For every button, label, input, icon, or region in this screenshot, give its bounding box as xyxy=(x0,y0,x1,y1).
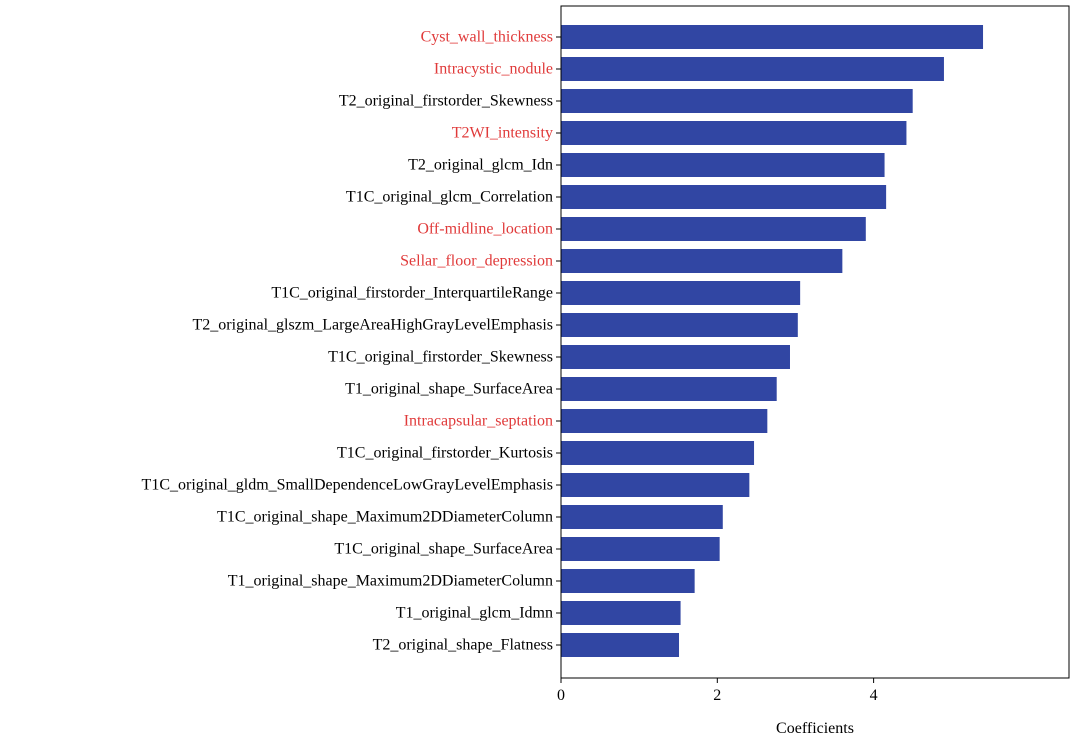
category-label: Off-midline_location xyxy=(417,221,553,238)
category-label: T1C_original_shape_Maximum2DDiameterColu… xyxy=(217,509,553,526)
x-tick-label: 0 xyxy=(557,687,565,704)
category-label: T2_original_glcm_Idn xyxy=(408,157,553,174)
category-label: T1_original_shape_Maximum2DDiameterColum… xyxy=(228,573,553,590)
category-label: Cyst_wall_thickness xyxy=(421,29,553,46)
category-label: Intracapsular_septation xyxy=(404,413,553,430)
x-axis-title: Coefficients xyxy=(776,720,854,737)
bar-t1c-original-shape-surfacearea xyxy=(561,537,720,561)
category-label: T1_original_shape_SurfaceArea xyxy=(345,381,553,398)
bar-t2-original-glszm-largeareahighgraylevelemphasis xyxy=(561,313,798,337)
category-label: T1C_original_firstorder_InterquartileRan… xyxy=(271,285,553,302)
bar-t1-original-shape-surfacearea xyxy=(561,377,777,401)
bar-t1c-original-firstorder-kurtosis xyxy=(561,441,755,465)
bar-t2-original-glcm-idn xyxy=(561,153,885,177)
x-tick-label: 4 xyxy=(870,687,878,704)
bar-t1-original-glcm-idmn xyxy=(561,601,681,625)
plot-frame xyxy=(560,5,1070,679)
bar-t2-original-shape-flatness xyxy=(561,633,680,657)
bar-t1-original-shape-maximum2ddiametercolumn xyxy=(561,569,695,593)
bar-intracapsular-septation xyxy=(561,409,768,433)
bar-t1c-original-firstorder-skewness xyxy=(561,345,790,369)
bar-intracystic-nodule xyxy=(561,57,944,81)
bar-t1c-original-shape-maximum2ddiametercolumn xyxy=(561,505,723,529)
category-label: T1C_original_firstorder_Kurtosis xyxy=(337,445,553,462)
axes-group: 0 2 4 xyxy=(556,5,1070,704)
category-label: T2_original_firstorder_Skewness xyxy=(339,93,553,110)
bar-t1c-original-gldm-smalldependencelowgraylevelemphasis xyxy=(561,473,750,497)
bar-t1c-original-firstorder-interquartilerange xyxy=(561,281,801,305)
bar-sellar-floor-depression xyxy=(561,249,843,273)
bars-group xyxy=(561,25,984,657)
category-label: T2WI_intensity xyxy=(452,125,553,142)
bar-t1c-original-glcm-correlation xyxy=(561,185,887,209)
bar-off-midline-location xyxy=(561,217,866,241)
category-label: T1_original_glcm_Idmn xyxy=(396,605,553,622)
bar-cyst-wall-thickness xyxy=(561,25,984,49)
category-label: T2_original_glszm_LargeAreaHighGrayLevel… xyxy=(193,317,553,334)
category-label: T1C_original_glcm_Correlation xyxy=(346,189,553,206)
category-label: Sellar_floor_depression xyxy=(400,253,553,270)
bar-t2wi-intensity xyxy=(561,121,907,145)
bar-t2-original-firstorder-skewness xyxy=(561,89,913,113)
category-label: T2_original_shape_Flatness xyxy=(373,637,553,654)
category-label: T1C_original_gldm_SmallDependenceLowGray… xyxy=(142,477,553,494)
category-labels-group: Cyst_wall_thickness Intracystic_nodule T2_… xyxy=(142,29,553,654)
x-tick-label: 2 xyxy=(713,687,721,704)
category-label: T1C_original_shape_SurfaceArea xyxy=(334,541,553,558)
category-label: T1C_original_firstorder_Skewness xyxy=(328,349,553,366)
category-label: Intracystic_nodule xyxy=(434,61,553,78)
